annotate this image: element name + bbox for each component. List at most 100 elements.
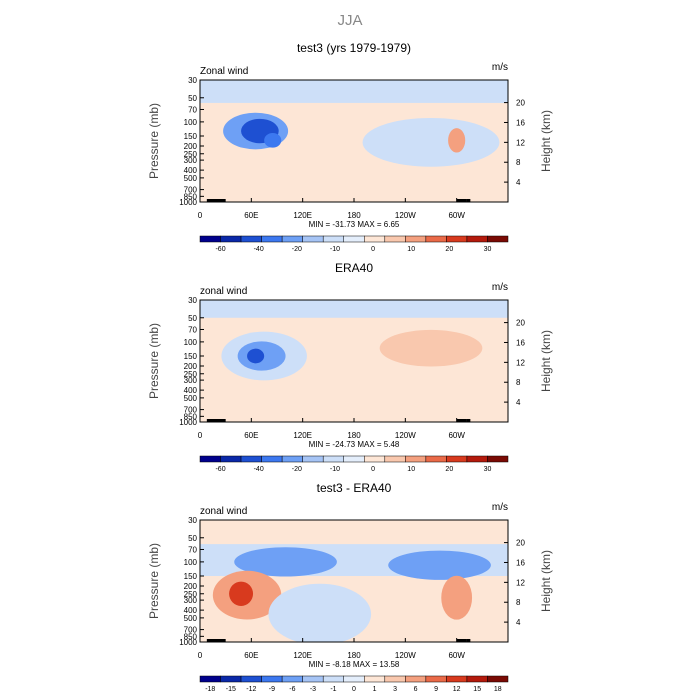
- panel-2: ERA40 zonal wind m/s Pressure (mb) Heigh…: [147, 261, 553, 473]
- y-tick-label: 50: [188, 534, 197, 543]
- topography-mask: [456, 419, 467, 422]
- panel-1: test3 (yrs 1979-1979) Zonal wind m/s Pre…: [147, 41, 553, 253]
- y-axis-label: Pressure (mb): [147, 323, 161, 399]
- colorbar-swatch: [322, 675, 344, 683]
- contour-region: [229, 581, 254, 606]
- colorbar-label: 1: [373, 686, 377, 693]
- y-tick-label: 200: [184, 362, 198, 371]
- y2-tick-label: 20: [516, 539, 525, 548]
- colorbar-swatch: [261, 235, 283, 243]
- x-tick-label: 0: [198, 431, 203, 440]
- topography-mask: [206, 419, 219, 422]
- y-tick-label: 70: [188, 325, 197, 334]
- y-tick-label: 200: [184, 142, 198, 151]
- colorbar-swatch: [364, 455, 386, 463]
- colorbar-label: 15: [473, 686, 481, 693]
- y-tick-label: 100: [184, 558, 198, 567]
- colorbar-swatch: [302, 675, 324, 683]
- colorbar-swatch: [302, 455, 324, 463]
- y-tick-label: 700: [184, 186, 198, 195]
- y-tick-label: 30: [188, 76, 197, 85]
- y-tick-label: 250: [184, 150, 198, 159]
- colorbar-swatch: [425, 235, 447, 243]
- y-tick-label: 500: [184, 174, 198, 183]
- colorbar-swatch: [384, 675, 406, 683]
- y-tick-label: 50: [188, 314, 197, 323]
- colorbar-swatch: [343, 455, 365, 463]
- y-tick-label: 1000: [179, 638, 197, 647]
- y2-axis-label: Height (km): [539, 550, 553, 612]
- colorbar-label: -40: [254, 466, 264, 473]
- colorbar-swatch: [302, 235, 324, 243]
- x-tick-label: 60E: [244, 431, 258, 440]
- x-tick-label: 120E: [293, 211, 312, 220]
- field-label: Zonal wind: [200, 66, 248, 77]
- colorbar-label: -60: [215, 246, 225, 253]
- unit-label: m/s: [492, 502, 508, 513]
- y-tick-label: 700: [184, 626, 198, 635]
- y-tick-label: 70: [188, 545, 197, 554]
- colorbar-label: -12: [246, 686, 256, 693]
- colorbar-label: -10: [330, 466, 340, 473]
- y-tick-label: 300: [184, 596, 198, 605]
- x-tick-label: 120W: [395, 431, 416, 440]
- contour-region: [234, 547, 337, 577]
- colorbar-swatch: [446, 675, 468, 683]
- contour-region: [379, 329, 483, 367]
- field-label: zonal wind: [200, 286, 247, 297]
- colorbar-label: 6: [414, 686, 418, 693]
- topography-mask: [466, 199, 471, 202]
- contour-region: [448, 128, 466, 153]
- x-tick-label: 180: [347, 651, 361, 660]
- y2-axis-label: Height (km): [539, 110, 553, 172]
- colorbar-swatch: [446, 235, 468, 243]
- unit-label: m/s: [492, 62, 508, 73]
- y-tick-label: 500: [184, 614, 198, 623]
- y2-tick-label: 8: [516, 598, 521, 607]
- topography-mask: [206, 639, 219, 642]
- colorbar-label: -6: [289, 686, 295, 693]
- y2-tick-label: 8: [516, 378, 521, 387]
- colorbar-swatch: [220, 235, 242, 243]
- y2-tick-label: 16: [516, 558, 525, 567]
- colorbar-label: -60: [215, 466, 225, 473]
- y-tick-label: 700: [184, 406, 198, 415]
- y-tick-label: 850: [184, 412, 198, 421]
- y2-tick-label: 20: [516, 319, 525, 328]
- colorbar-label: 20: [445, 246, 453, 253]
- x-tick-label: 60W: [448, 651, 465, 660]
- colorbar-swatch: [405, 455, 427, 463]
- y2-tick-label: 12: [516, 358, 525, 367]
- colorbar-swatch: [322, 235, 344, 243]
- colorbar-label: -1: [330, 686, 336, 693]
- colorbar-label: -20: [292, 246, 302, 253]
- x-tick-label: 0: [198, 211, 203, 220]
- colorbar-swatch: [281, 455, 303, 463]
- colorbar-label: 10: [407, 246, 415, 253]
- x-tick-label: 120E: [293, 651, 312, 660]
- y2-tick-label: 4: [516, 398, 521, 407]
- colorbar-swatch: [343, 675, 365, 683]
- y2-tick-label: 8: [516, 158, 521, 167]
- min-max-stats: MIN = -8.18 MAX = 13.58: [309, 660, 400, 669]
- colorbar-swatch: [384, 455, 406, 463]
- field-label: zonal wind: [200, 506, 247, 517]
- topography-mask: [217, 419, 226, 422]
- y-tick-label: 850: [184, 632, 198, 641]
- colorbar-swatch: [240, 235, 262, 243]
- colorbar-swatch: [199, 235, 221, 243]
- colorbar-swatch: [343, 235, 365, 243]
- colorbar-label: -20: [292, 466, 302, 473]
- colorbar-swatch: [199, 675, 221, 683]
- colorbar-swatch: [466, 455, 488, 463]
- colorbar-label: 30: [484, 466, 492, 473]
- colorbar-swatch: [281, 675, 303, 683]
- y-tick-label: 150: [184, 572, 198, 581]
- colorbar-swatch: [487, 455, 509, 463]
- page-title: JJA: [337, 12, 362, 29]
- y-tick-label: 500: [184, 394, 198, 403]
- x-tick-label: 60W: [448, 211, 465, 220]
- y-tick-label: 850: [184, 192, 198, 201]
- y2-tick-label: 12: [516, 578, 525, 587]
